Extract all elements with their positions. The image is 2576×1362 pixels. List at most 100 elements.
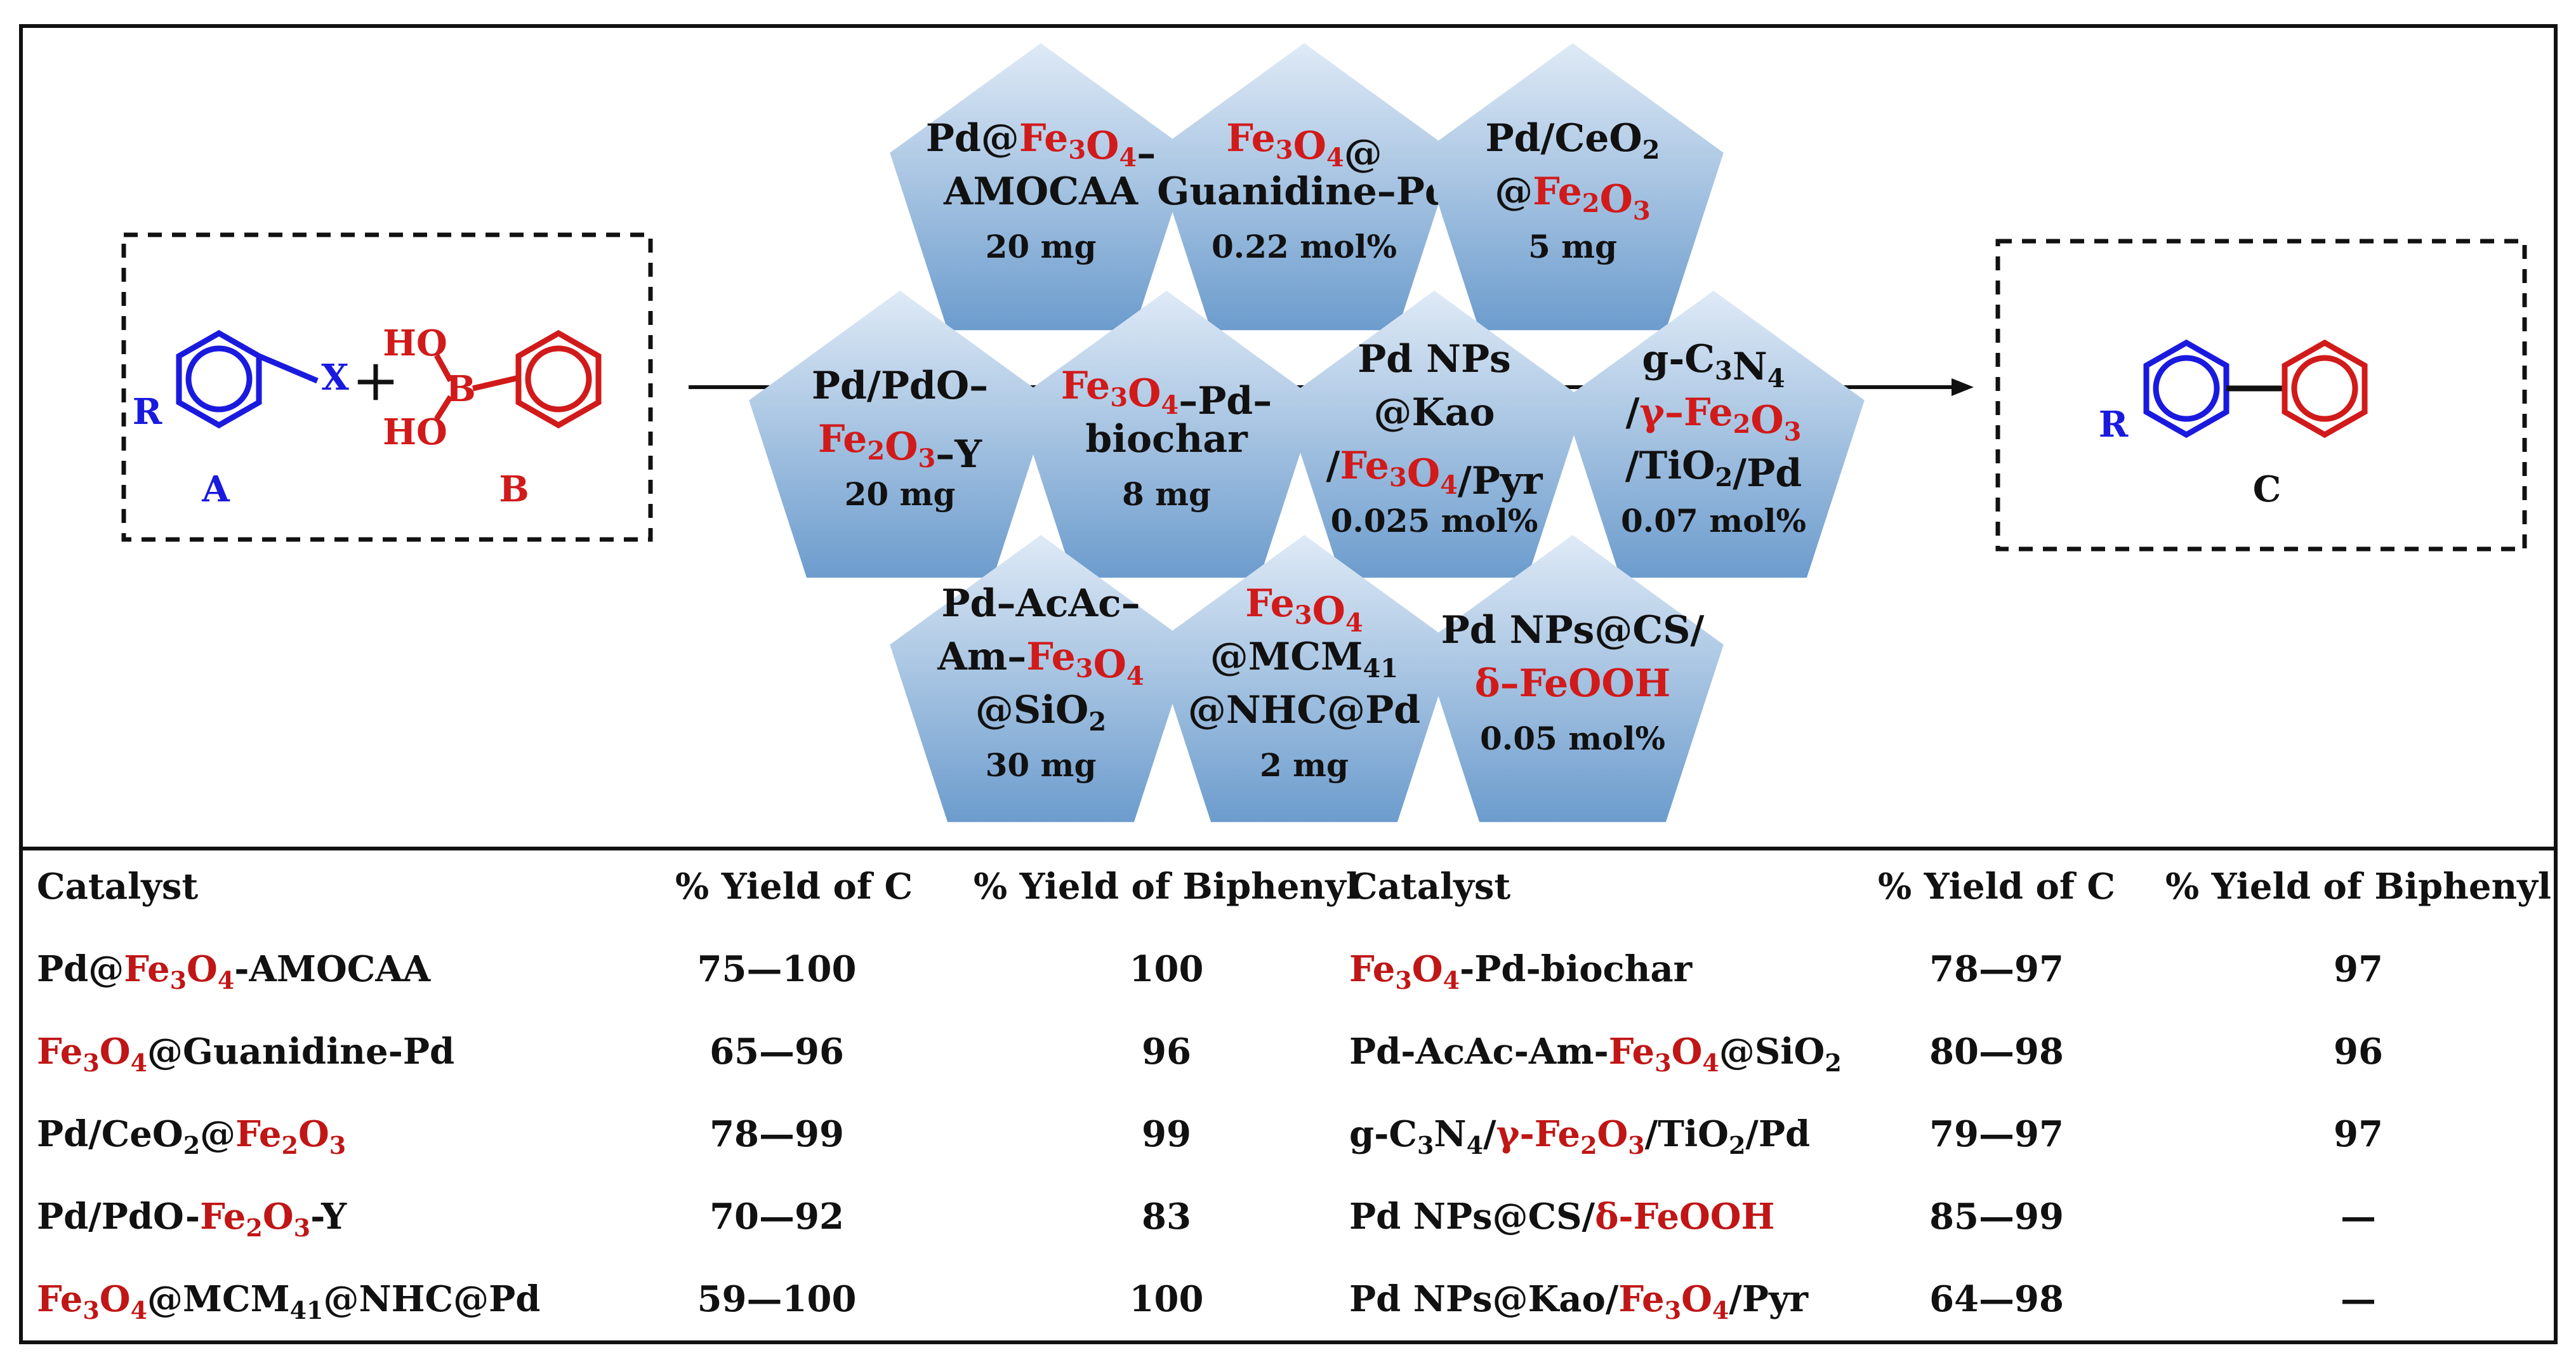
pentagon-text-line: 0.22 mol% [1212, 228, 1397, 265]
catalyst-pentagons: Pd@Fe3O4–AMOCAA 20 mg Fe3O4@Guanidine–Pd 0.… [749, 43, 1865, 823]
table-cell-biphenyl-left: 96 [1142, 1031, 1191, 1073]
pentagon-text-line: 20 mg [986, 228, 1097, 265]
ho-bottom: HO [383, 411, 447, 453]
pentagon-text-line: 2 mg [1260, 746, 1349, 784]
pentagon-text-line: /TiO2/Pd [1625, 444, 1802, 496]
biphenyl-product [2143, 339, 2368, 439]
pentagon-text-line: @NHC@Pd [1188, 688, 1420, 732]
arrow-head [1952, 378, 1974, 396]
pentagon-text-line: Pd/PdO– [812, 364, 988, 408]
product-label: C [2253, 468, 2282, 510]
pentagon-text-line: AMOCAA [943, 169, 1139, 214]
benzene-ring-a [176, 329, 319, 429]
pentagon-text-line: 0.05 mol% [1480, 720, 1665, 757]
table-cell-biphenyl-right: — [2341, 1278, 2376, 1320]
table-cell-yield-c-left: 78—99 [710, 1113, 844, 1155]
table-cell-yield-c-left: 65—96 [710, 1031, 844, 1073]
table-cell-catalyst-right: Pd NPs@CS/δ-FeOOH [1349, 1196, 1775, 1238]
table-cell-catalyst-left: Pd@Fe3O4-AMOCAA [37, 948, 431, 995]
table-cell-biphenyl-right: 97 [2334, 948, 2383, 990]
pentagon-text-line: /Fe3O4/Pyr [1326, 444, 1543, 503]
catalyst-pentagon [1562, 291, 1865, 578]
table-cell-yield-c-right: 80—98 [1929, 1031, 2064, 1073]
pentagon-text-line: 20 mg [845, 475, 956, 513]
table-cell-biphenyl-right: — [2341, 1196, 2376, 1238]
table-cell-biphenyl-right: 97 [2334, 1113, 2383, 1155]
table-cell-yield-c-left: 75—100 [697, 948, 857, 990]
pentagon-text-line: Fe3O4 [1245, 581, 1363, 638]
product-box [1995, 239, 2527, 552]
pentagon-text-line: Guanidine–Pd [1157, 169, 1451, 214]
boron-atom: B [446, 368, 475, 410]
table-cell-biphenyl-left: 100 [1129, 1278, 1204, 1320]
table-cell-catalyst-left: Pd/CeO2@Fe2O3 [37, 1113, 347, 1160]
substituent-r-a: R [133, 391, 162, 433]
table-cell-catalyst-right: Fe3O4-Pd-biochar [1349, 948, 1693, 995]
leaving-group-x: X [321, 357, 349, 399]
table-cell-catalyst-right: Pd NPs@Kao/Fe3O4/Pyr [1349, 1278, 1808, 1325]
pentagon-text-line: 8 mg [1122, 475, 1211, 513]
boronic-acid-b [434, 329, 602, 429]
table-cell-biphenyl-left: 100 [1129, 948, 1204, 990]
table-cell-biphenyl-left: 99 [1142, 1113, 1191, 1155]
table-cell-catalyst-right: Pd-AcAc-Am-Fe3O4@SiO2 [1349, 1031, 1842, 1077]
catalyst-pentagon [1422, 535, 1724, 823]
table-header-2: % Yield of C [675, 866, 913, 908]
table-header-3: % Yield of Biphenyl [973, 866, 1360, 908]
pentagon-text-line: δ–FeOOH [1475, 661, 1671, 706]
reaction-scheme: R X + A HO B HO B R C Pd@Fe3O4–AMOCAA 20 … [121, 43, 2527, 823]
pentagon-text-line: @Fe2O3 [1495, 169, 1650, 226]
reactant-a-label: A [201, 468, 230, 510]
figure-frame [19, 24, 2558, 1344]
catalyst-pentagon [1283, 291, 1585, 578]
pentagon-text-line: 5 mg [1528, 228, 1617, 265]
table-cell-yield-c-left: 59—100 [697, 1278, 857, 1320]
pentagon-text-line: 30 mg [986, 746, 1097, 784]
table-cell-catalyst-left: Fe3O4@MCM41@NHC@Pd [37, 1278, 541, 1325]
pentagon-text-line: Pd NPs@CS/ [1441, 608, 1705, 652]
table-cell-yield-c-right: 85—99 [1929, 1196, 2064, 1238]
catalyst-pentagon [1015, 291, 1318, 578]
table-cell-yield-c-right: 79—97 [1929, 1113, 2064, 1155]
pentagon-text-line: Pd@Fe3O4– [926, 116, 1156, 176]
pentagon-text-line: Pd/CeO2 [1485, 116, 1660, 165]
reactants-box [121, 232, 653, 542]
table-cell-biphenyl-right: 96 [2334, 1031, 2383, 1073]
pentagon-text-line: Fe3O4@ [1226, 116, 1382, 176]
ho-top: HO [383, 322, 447, 364]
catalyst-pentagon [1153, 535, 1455, 823]
catalyst-pentagon [890, 535, 1192, 823]
pentagon-text-line: 0.07 mol% [1621, 502, 1806, 539]
table-header-4: Catalyst [1349, 866, 1511, 908]
pentagon-text-line: Am–Fe3O4 [937, 635, 1144, 691]
substituent-r-c: R [2099, 404, 2129, 446]
plus-sign: + [352, 347, 399, 414]
catalyst-pentagon [890, 43, 1192, 331]
table-cell-yield-c-left: 70—92 [710, 1196, 844, 1238]
pentagon-text-line: Pd NPs [1357, 337, 1511, 381]
table-header-6: % Yield of Biphenyl [2165, 866, 2552, 908]
scheme-table-divider [19, 847, 2558, 850]
table-cell-catalyst-left: Fe3O4@Guanidine-Pd [37, 1031, 455, 1077]
table-cell-yield-c-right: 64—98 [1929, 1278, 2064, 1320]
table-cell-catalyst-left: Pd/PdO-Fe2O3-Y [37, 1196, 347, 1242]
table-cell-yield-c-right: 78—97 [1929, 948, 2064, 990]
catalyst-pentagon [1153, 43, 1455, 331]
table-cell-biphenyl-left: 83 [1142, 1196, 1191, 1238]
reactant-b-label: B [499, 468, 529, 510]
catalyst-pentagon [1422, 43, 1724, 331]
pentagon-text-line: @SiO2 [975, 688, 1106, 737]
table-header-5: % Yield of C [1877, 866, 2116, 908]
pentagon-text-line: Pd–AcAc– [941, 581, 1140, 626]
pentagon-text-line: @MCM41 [1210, 635, 1398, 684]
table-header-1: Catalyst [37, 866, 199, 908]
pentagon-text-line: Fe2O3–Y [818, 417, 982, 477]
pentagon-text-line: biochar [1085, 417, 1248, 461]
table-cell-catalyst-right: g-C3N4/γ-Fe2O3/TiO2/Pd [1349, 1113, 1811, 1160]
pentagon-text-line: /γ–Fe2O3 [1626, 390, 1802, 447]
pentagon-text-line: g-C3N4 [1642, 337, 1785, 393]
pentagon-text-line: @Kao [1373, 390, 1495, 435]
catalyst-pentagon [749, 291, 1051, 578]
pentagon-text-line: Fe3O4–Pd– [1061, 364, 1272, 423]
pentagon-text-line: 0.025 mol% [1331, 502, 1538, 539]
